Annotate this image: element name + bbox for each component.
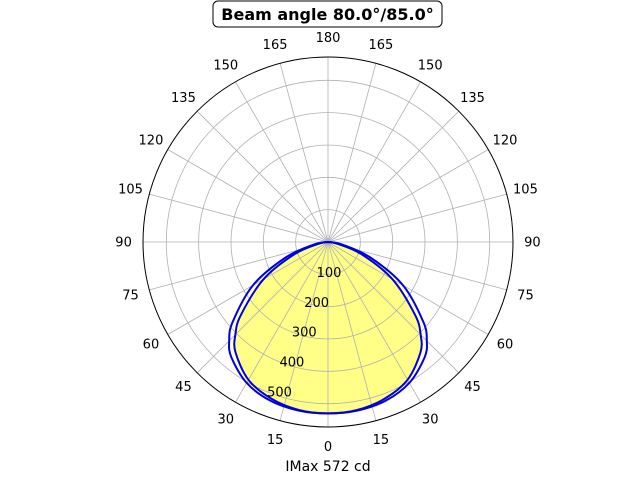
x-axis-label: IMax 572 cd (285, 459, 370, 475)
angle-tick-label: 30 (422, 413, 439, 428)
angular-grid-line-120 (328, 150, 488, 243)
angle-tick-label: 165 (263, 38, 288, 53)
angle-tick-label: 120 (493, 133, 518, 148)
chart-title: Beam angle 80.0°/85.0° (221, 5, 433, 24)
radial-tick-label: 200 (304, 296, 329, 311)
angle-tick-label: 105 (118, 183, 143, 198)
angle-tick-label: 75 (122, 288, 139, 303)
angular-grid-line-165 (328, 63, 376, 242)
angle-tick-label: 0 (324, 440, 332, 455)
angular-grid-line-240 (168, 150, 328, 243)
angle-tick-label: 60 (143, 338, 160, 353)
angular-grid-line-255 (149, 194, 328, 242)
angular-grid-line-105 (328, 194, 507, 242)
radial-tick-label: 500 (267, 385, 292, 400)
angle-tick-label: 90 (524, 236, 541, 251)
angular-grid-line-210 (236, 82, 329, 242)
angle-tick-label: 165 (368, 38, 393, 53)
angle-tick-label: 15 (373, 433, 390, 448)
angle-tick-label: 60 (497, 338, 514, 353)
angle-tick-label: 75 (517, 288, 534, 303)
angle-tick-label: 135 (171, 91, 196, 106)
angle-tick-label: 120 (139, 133, 164, 148)
angle-tick-label: 15 (267, 433, 284, 448)
angle-tick-label: 45 (175, 380, 192, 395)
angular-grid-line-150 (328, 82, 421, 242)
angle-tick-label: 150 (418, 58, 443, 73)
angle-tick-label: 180 (316, 31, 341, 46)
radial-tick-label: 100 (317, 266, 342, 281)
angular-grid-line-195 (280, 63, 328, 242)
angle-tick-label: 90 (115, 236, 132, 251)
radial-tick-label: 400 (279, 356, 304, 371)
angle-tick-label: 30 (218, 413, 235, 428)
radial-tick-label: 300 (292, 326, 317, 341)
angle-tick-label: 105 (513, 183, 538, 198)
angle-tick-label: 135 (460, 91, 485, 106)
angle-tick-label: 150 (213, 58, 238, 73)
angle-tick-label: 45 (464, 380, 481, 395)
